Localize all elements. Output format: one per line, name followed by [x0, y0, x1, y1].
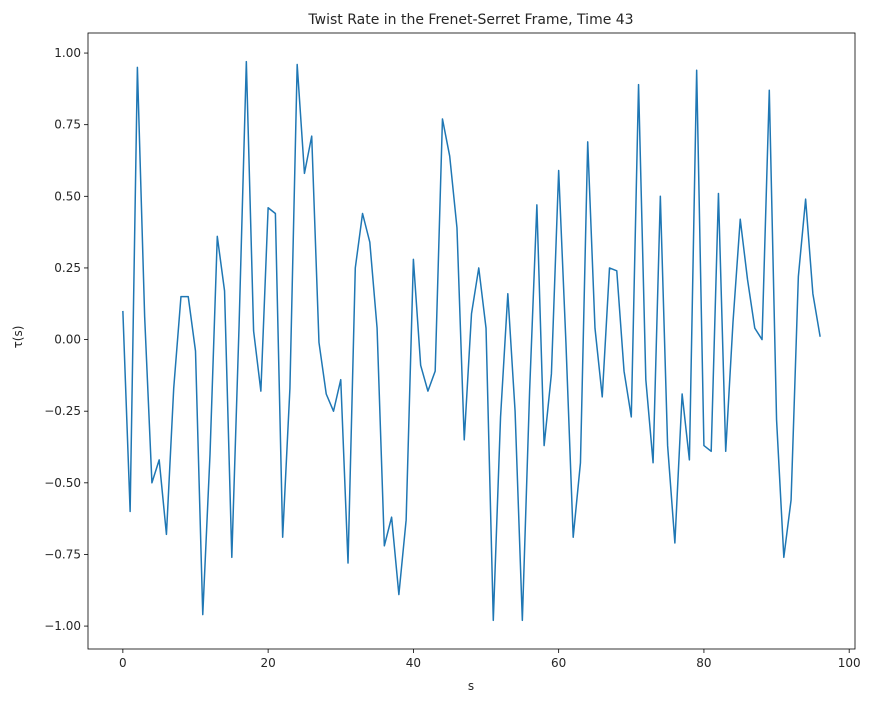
x-tick-label: 0	[119, 656, 127, 670]
x-tick-label: 40	[406, 656, 421, 670]
plot-area: 0 20 40 60 80 100 −1.00 −0.75 −0.50 −0.25 0.00 0.25…	[44, 32, 861, 670]
series-line-0	[122, 60, 821, 622]
x-axis-label: s	[468, 679, 474, 693]
y-tick-label: 0.50	[54, 189, 81, 203]
x-tick-label: 60	[551, 656, 566, 670]
y-tick-label: 0.75	[54, 118, 81, 132]
y-tick-label: 0.00	[54, 333, 81, 347]
chart-title: Twist Rate in the Frenet-Serret Frame, T…	[307, 12, 633, 28]
y-tick-label: 1.00	[54, 46, 81, 60]
y-tick-label: −0.75	[44, 547, 81, 561]
y-tick-label: 0.25	[54, 261, 81, 275]
x-tick-label: 80	[696, 656, 711, 670]
plot-frame	[87, 32, 856, 650]
x-tick-label: 20	[260, 656, 275, 670]
y-axis-label: τ(s)	[11, 326, 25, 349]
x-tick-label: 100	[838, 656, 861, 670]
y-tick-label: −0.25	[44, 404, 81, 418]
y-tick-label: −0.50	[44, 476, 81, 490]
y-tick-label: −1.00	[44, 619, 81, 633]
